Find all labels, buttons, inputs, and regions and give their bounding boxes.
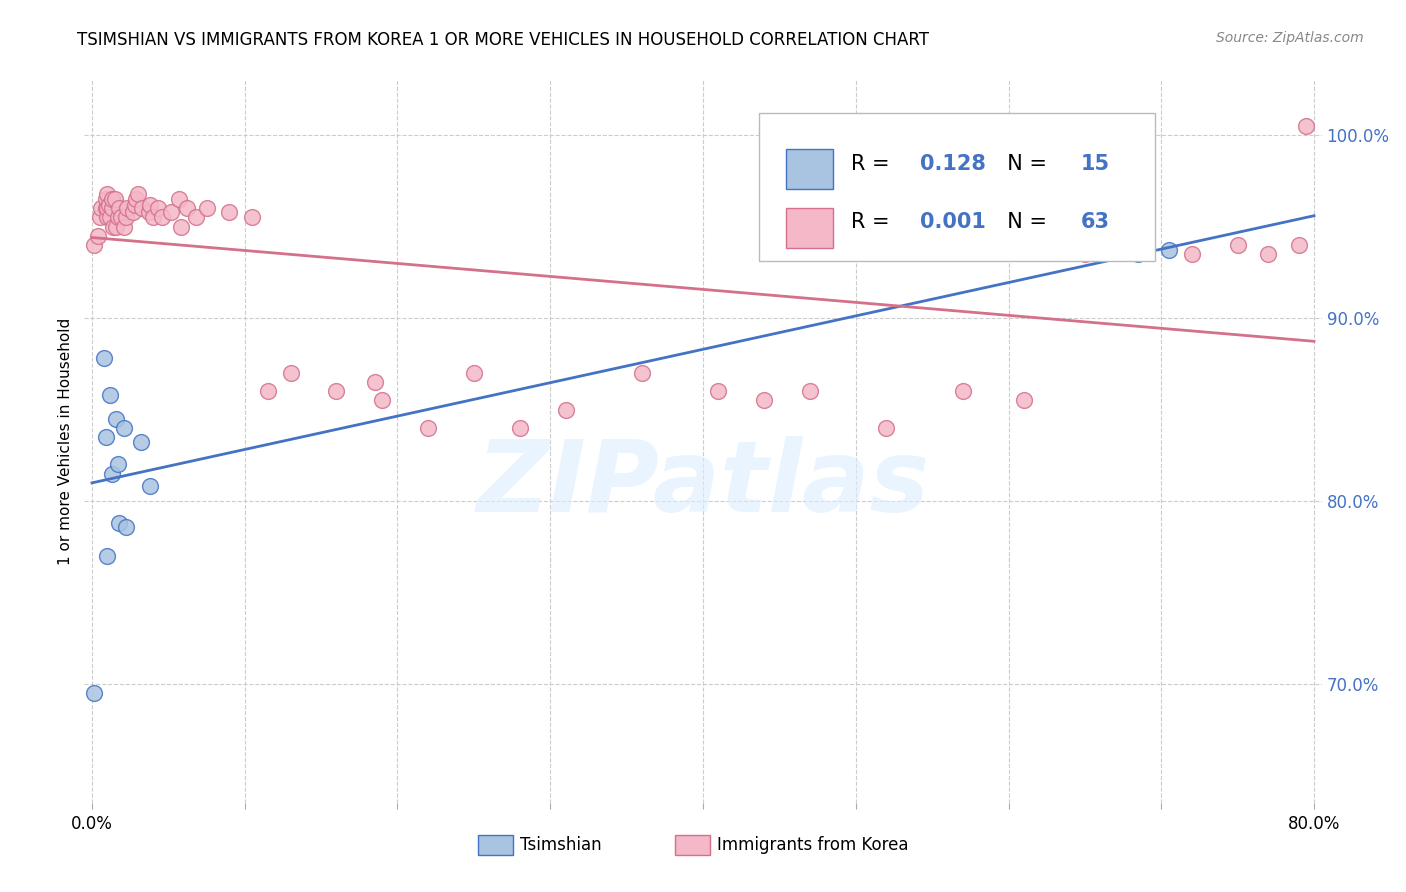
Point — [509, 421, 531, 435]
Point — [195, 202, 218, 216]
Point — [1257, 247, 1279, 261]
Point — [280, 366, 302, 380]
Point — [105, 411, 128, 425]
Point — [256, 384, 278, 399]
Point — [363, 375, 385, 389]
Point — [110, 211, 132, 225]
Point — [114, 519, 136, 533]
Point — [96, 549, 118, 563]
Text: Tsimshian: Tsimshian — [520, 836, 602, 854]
Y-axis label: 1 or more Vehicles in Household: 1 or more Vehicles in Household — [58, 318, 73, 566]
Point — [1157, 244, 1180, 258]
Text: 15: 15 — [1080, 153, 1109, 174]
Point — [142, 211, 165, 225]
Point — [122, 205, 145, 219]
Point — [146, 202, 169, 216]
Point — [139, 479, 162, 493]
Point — [94, 192, 117, 206]
Point — [83, 238, 105, 252]
Point — [139, 197, 162, 211]
Point — [416, 421, 439, 435]
Point — [98, 388, 121, 402]
Text: 0.001: 0.001 — [920, 212, 986, 233]
Point — [160, 205, 183, 219]
FancyBboxPatch shape — [786, 208, 832, 248]
Text: R =: R = — [852, 153, 897, 174]
Point — [112, 421, 135, 435]
Point — [325, 384, 347, 399]
Text: Immigrants from Korea: Immigrants from Korea — [717, 836, 908, 854]
Point — [94, 202, 117, 216]
Point — [138, 205, 160, 219]
Point — [96, 202, 118, 216]
Point — [96, 211, 118, 225]
Point — [952, 384, 974, 399]
Point — [97, 197, 120, 211]
Point — [707, 384, 730, 399]
Point — [1181, 247, 1204, 261]
Point — [1288, 238, 1310, 252]
Point — [1119, 238, 1142, 252]
Point — [90, 202, 112, 216]
Point — [87, 228, 110, 243]
Point — [125, 192, 148, 206]
Text: 63: 63 — [1080, 212, 1109, 233]
Point — [131, 202, 153, 216]
Point — [98, 211, 121, 225]
FancyBboxPatch shape — [759, 112, 1154, 260]
Point — [107, 458, 129, 472]
Point — [108, 516, 131, 530]
Point — [1012, 393, 1035, 408]
Point — [875, 421, 897, 435]
Point — [94, 430, 117, 444]
Point — [167, 192, 190, 206]
Point — [127, 186, 149, 201]
Point — [129, 435, 152, 450]
Point — [107, 211, 129, 225]
Point — [176, 202, 198, 216]
Point — [101, 467, 124, 481]
Point — [115, 202, 138, 216]
Text: ZIPatlas: ZIPatlas — [477, 436, 929, 533]
Point — [169, 219, 191, 234]
Point — [371, 393, 394, 408]
Point — [105, 219, 128, 234]
Point — [242, 211, 264, 225]
Text: N =: N = — [994, 212, 1053, 233]
Point — [631, 366, 654, 380]
Point — [752, 393, 775, 408]
Point — [114, 211, 136, 225]
Point — [108, 202, 131, 216]
Point — [150, 211, 173, 225]
Point — [104, 192, 127, 206]
Text: R =: R = — [852, 212, 897, 233]
Point — [463, 366, 485, 380]
Point — [112, 219, 135, 234]
Point — [93, 351, 115, 366]
Point — [89, 211, 111, 225]
Text: 0.128: 0.128 — [920, 153, 986, 174]
Point — [1128, 247, 1150, 261]
Point — [101, 202, 124, 216]
Point — [554, 402, 576, 417]
Point — [1074, 247, 1097, 261]
FancyBboxPatch shape — [786, 149, 832, 189]
Text: TSIMSHIAN VS IMMIGRANTS FROM KOREA 1 OR MORE VEHICLES IN HOUSEHOLD CORRELATION C: TSIMSHIAN VS IMMIGRANTS FROM KOREA 1 OR … — [77, 31, 929, 49]
Text: Source: ZipAtlas.com: Source: ZipAtlas.com — [1216, 31, 1364, 45]
Point — [83, 686, 105, 700]
Point — [184, 211, 207, 225]
Point — [103, 219, 125, 234]
Point — [1226, 238, 1249, 252]
Point — [101, 192, 124, 206]
Point — [96, 186, 118, 201]
Text: N =: N = — [994, 153, 1053, 174]
Point — [1295, 119, 1317, 133]
Point — [124, 197, 146, 211]
Point — [799, 384, 821, 399]
Point — [218, 205, 240, 219]
